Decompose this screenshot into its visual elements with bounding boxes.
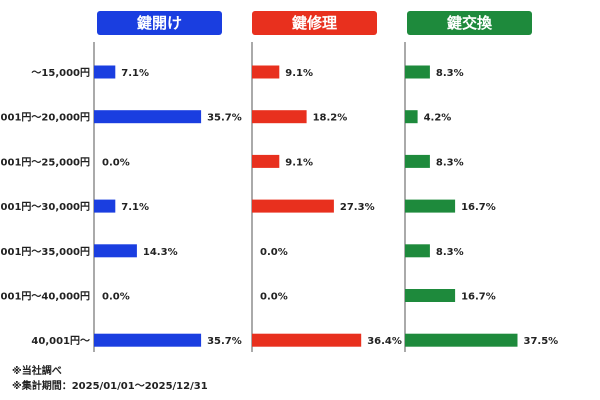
category-label: 30,001円～35,000円 — [0, 246, 90, 258]
bar — [405, 333, 518, 347]
data-label: 8.3% — [436, 157, 464, 168]
category-label: 20,001円～25,000円 — [0, 156, 90, 168]
bar — [405, 110, 418, 124]
period-note: ※集計期間：2025/01/01～2025/12/31 — [12, 381, 208, 392]
data-label: 14.3% — [143, 247, 178, 258]
panel-title: 鍵開け — [137, 14, 182, 32]
data-label: 16.7% — [461, 292, 496, 303]
bar — [405, 244, 430, 258]
data-label: 36.4% — [367, 336, 402, 347]
panel-header-badge — [252, 11, 377, 35]
bar — [252, 154, 280, 168]
bar — [405, 154, 430, 168]
bar — [252, 110, 307, 124]
category-label: 35,001円～40,000円 — [0, 291, 90, 303]
category-label: ～15,000円 — [31, 67, 90, 79]
panel-header-badge — [97, 11, 222, 35]
bar — [405, 289, 456, 302]
panel-title: 鍵交換 — [447, 14, 493, 32]
bar — [94, 65, 116, 79]
panel-title: 鍵修理 — [292, 14, 337, 32]
data-label: 0.0% — [260, 247, 288, 258]
data-label: 8.3% — [436, 68, 464, 79]
bar — [252, 333, 362, 347]
category-label: 40,001円～ — [31, 335, 90, 347]
bar — [405, 199, 456, 213]
source-note: ※当社調べ — [12, 366, 62, 377]
bar — [405, 65, 430, 79]
data-label: 37.5% — [524, 336, 559, 347]
category-label: 25,001円～30,000円 — [0, 201, 90, 213]
data-label: 7.1% — [121, 202, 149, 213]
data-label: 9.1% — [285, 68, 313, 79]
data-label: 4.2% — [424, 113, 452, 124]
data-label: 0.0% — [102, 292, 130, 303]
data-label: 27.3% — [340, 202, 375, 213]
bar — [252, 65, 280, 79]
data-label: 0.0% — [260, 292, 288, 303]
data-label: 0.0% — [102, 157, 130, 168]
bar — [94, 244, 137, 258]
data-label: 18.2% — [313, 113, 348, 124]
bar — [94, 110, 202, 124]
bar — [252, 199, 334, 213]
panel-header-badge — [407, 11, 532, 35]
data-label: 16.7% — [461, 202, 496, 213]
data-label: 35.7% — [207, 336, 242, 347]
data-label: 7.1% — [121, 68, 149, 79]
bar — [94, 199, 116, 213]
data-label: 9.1% — [285, 157, 313, 168]
bar — [94, 333, 202, 347]
category-label: 15,001円～20,000円 — [0, 112, 90, 124]
data-label: 8.3% — [436, 247, 464, 258]
data-label: 35.7% — [207, 113, 242, 124]
